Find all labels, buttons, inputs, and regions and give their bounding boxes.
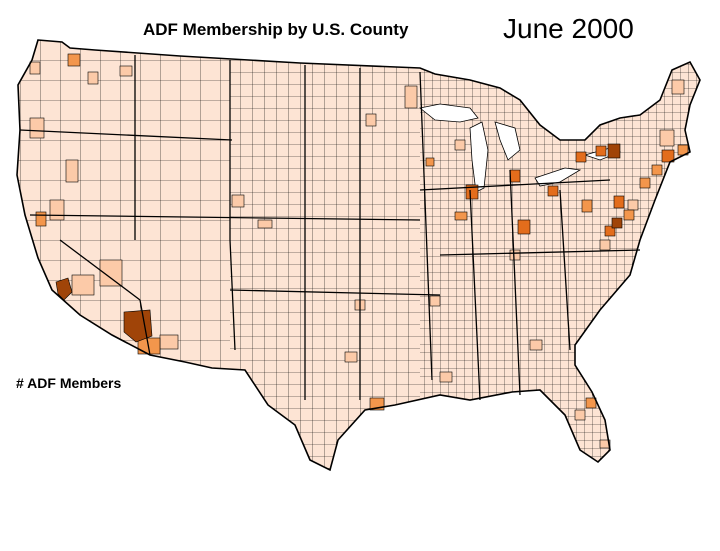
great-lakes — [419, 103, 622, 193]
member-counties — [29, 53, 689, 449]
state-borders — [19, 55, 641, 401]
map-title: ADF Membership by U.S. County — [143, 20, 409, 39]
legend-title: # ADF Members — [16, 375, 122, 391]
date-label: June 2000 — [503, 13, 634, 44]
